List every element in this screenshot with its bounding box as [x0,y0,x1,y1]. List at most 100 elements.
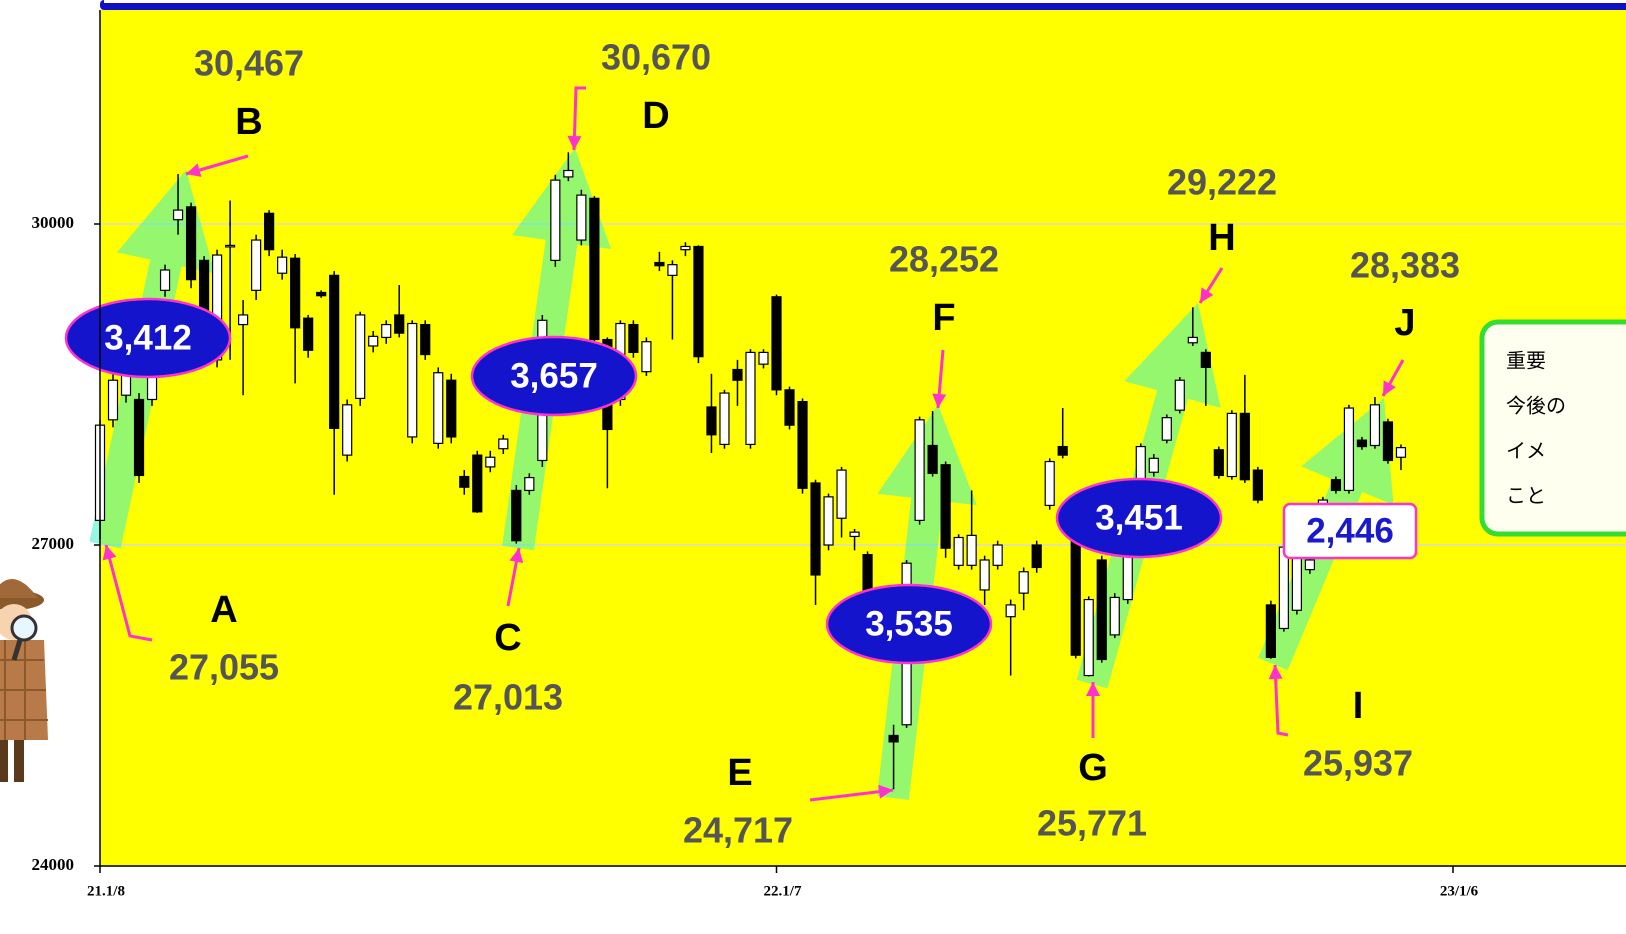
candle-body [1148,457,1159,473]
candle-body [1083,598,1094,677]
candle-body [1213,449,1224,477]
move-badge [1055,477,1223,559]
pointer-line [572,86,586,151]
point-letter: C [494,617,521,659]
candle-body [1161,417,1172,441]
candle-body [1044,460,1055,507]
point-letter: E [727,752,752,794]
point-letter: F [932,297,955,339]
pointer-head [567,135,582,150]
candle-body [251,239,262,291]
candle-body [706,406,717,436]
annotations: A 27,055 B 30,467 C 27,013 D 30,670 E 24,717 F 28,2… [64,37,1460,851]
move-label: 3,535 [865,604,953,643]
note-box [1479,319,1626,537]
candle-body [914,419,925,521]
candle-body [966,534,977,566]
candle-body [511,489,522,542]
candle-body [459,475,470,488]
candle-body [1252,469,1263,501]
pointer-head [102,545,117,561]
pointer-head [1268,665,1283,680]
point-price: 29,222 [1167,162,1277,203]
candle-body [1018,571,1029,594]
candle-body [1382,421,1394,462]
candle-body [407,322,418,438]
candle-body [1226,412,1237,478]
pointer-head [1200,287,1214,303]
candle-body [1096,559,1107,661]
candle-body [368,335,379,347]
axis-ticks: 24000 27000 30000 21.1/8 22.1/7 23/1/6 [32,213,1479,900]
pointer-line [1273,664,1289,737]
candle-body [758,351,769,365]
note-line: イメ [1506,439,1546,463]
note-line: 重要 [1506,349,1546,373]
candle-body [784,389,795,426]
point-letter: A [210,589,237,631]
candle-body [589,197,600,341]
candle-body [185,206,197,281]
move-badge [470,335,638,417]
candle-body [342,404,353,456]
top-frame-inner [104,0,1626,3]
pointer-line [104,544,153,642]
move-badge [64,297,232,379]
candle-body [667,264,678,276]
candle-body [1005,604,1016,618]
point-letter: B [235,101,262,143]
candle-body [1356,439,1368,448]
candle-body [433,372,444,444]
note-line: こと [1506,484,1546,508]
candle-body [1187,336,1198,344]
candle-body [224,244,236,248]
point-price: 25,937 [1303,743,1413,784]
move-box [1282,502,1418,560]
candle-body [446,379,457,438]
point-letter: J [1394,302,1415,344]
candle-body [979,559,990,591]
candle-body [107,379,119,421]
candle-body [719,392,730,446]
candle-body [1330,479,1342,492]
candle-body [823,496,834,546]
move-badge [825,583,993,665]
candle-body [641,341,652,373]
pointer-head [878,784,893,799]
move-label: 3,451 [1095,498,1183,537]
candle-body [563,169,574,178]
point-price: 27,013 [453,677,563,718]
candle-body [1343,407,1355,492]
point-price: 28,252 [889,239,999,280]
point-price: 25,771 [1037,803,1147,844]
note-line: 今後の [1506,394,1566,418]
candle-body [1109,596,1120,636]
candle-body [1057,445,1068,456]
candle-body [771,296,782,391]
candle-body [836,469,847,519]
move-label: 3,657 [510,356,598,395]
pointer-head [932,393,947,408]
point-price: 30,670 [601,37,711,78]
candle-body [420,323,431,356]
candle-body [849,531,860,538]
point-price: 27,055 [169,647,279,688]
candle-body [1265,604,1276,658]
candle-body [1239,412,1250,481]
candle-body [1395,447,1407,458]
candle-body [524,476,535,492]
candle-body [745,351,756,446]
candle-body [264,212,275,251]
candle-body [732,368,743,381]
candle-body [680,245,691,251]
candle-body [303,317,314,351]
candle-body [1369,404,1381,447]
candle-body [992,544,1003,566]
candle-body [797,401,808,489]
x-tick-label: 21.1/8 [87,883,125,899]
candle-body [888,734,899,743]
candle-body [654,261,665,267]
